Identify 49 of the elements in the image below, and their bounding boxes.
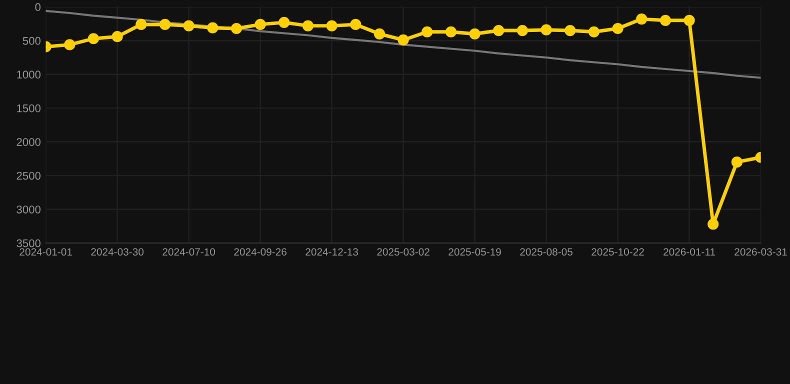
point [422,26,433,38]
point [660,14,671,26]
point [159,18,171,30]
point [493,24,504,36]
y-tick-label: 2000 [16,138,41,146]
x-tick-label: 2024-07-10 [162,248,216,256]
y-tick-label: 1500 [17,104,41,112]
point [684,14,695,26]
point [207,22,218,34]
x-tick-label: 2025-03-02 [377,248,430,256]
point [136,18,147,30]
y-tick-label: 1000 [17,70,41,79]
point [254,18,266,30]
x-tick-label: 2026-01-11 [664,248,716,256]
point [564,24,576,36]
point [350,18,362,30]
point [278,16,290,28]
point [588,26,600,38]
x-tick-label: 2025-05-19 [448,248,501,256]
point [374,28,386,40]
point [88,33,100,44]
x-tick-label: 2024-09-26 [234,248,286,256]
x-tick-label: 2024-03-30 [91,248,144,256]
y-tick-label: 3000 [16,206,41,214]
x-tick-label: 2025-10-22 [592,248,644,256]
line-series [46,10,761,79]
point [64,39,76,50]
x-tick-label: 2026-03-31 [734,248,787,256]
x-tick-label: 2024-01-01 [20,248,72,256]
point [112,31,123,42]
y-tick-label: 3500 [16,239,41,248]
point [183,20,194,32]
x-tick-label: 2025-08-05 [520,248,572,256]
point [230,22,242,34]
y-tick-label: 2500 [16,172,41,180]
point [612,22,624,34]
x-tick-label: 2024-12-13 [306,248,358,256]
point [636,14,648,25]
point [469,28,480,40]
point [398,34,409,46]
point [731,156,742,168]
point [540,24,552,36]
point [708,218,719,230]
point [302,20,314,32]
y-tick-label: 0 [35,3,41,12]
y-tick-label: 500 [22,36,41,45]
point [326,20,338,32]
point [516,24,528,36]
point [445,26,457,38]
